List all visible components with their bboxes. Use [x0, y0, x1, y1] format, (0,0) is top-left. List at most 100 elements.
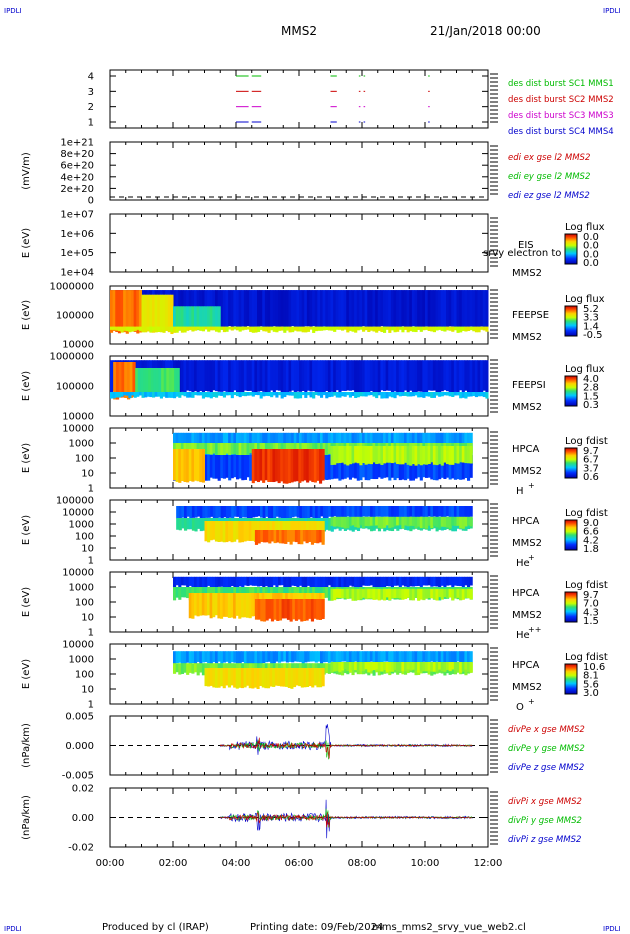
spectrogram-cell	[230, 587, 234, 599]
spectrogram-cell	[398, 506, 403, 519]
spectrogram-cell	[393, 392, 397, 399]
spectrogram-cell	[199, 518, 203, 532]
right-ticks	[490, 289, 498, 339]
spectrogram-cell	[341, 326, 345, 331]
spectrogram-cell	[233, 455, 237, 478]
spectrogram-cell	[354, 506, 358, 518]
spectrogram-cell	[335, 392, 339, 398]
spectrogram-cell	[485, 360, 489, 394]
spectrogram-cell	[359, 516, 363, 526]
spectrogram-cell	[377, 326, 381, 331]
spectrogram-cell	[341, 290, 345, 328]
spectrogram-cell	[225, 593, 229, 617]
legend-1: edi ex gse l2 MMS2	[508, 153, 590, 163]
spectrogram-cell	[267, 587, 271, 599]
spectrogram-cell	[236, 587, 240, 598]
spectrogram-cell	[248, 668, 252, 689]
spectrogram-cell	[369, 455, 373, 479]
spectrogram-cell	[341, 360, 345, 391]
spectrogram-cell	[131, 290, 135, 331]
colorbar	[564, 663, 578, 695]
spectrogram-cell	[186, 518, 190, 530]
spectrogram-cell	[485, 290, 489, 328]
spectrogram-cell	[311, 449, 315, 483]
spectrogram-cell	[430, 651, 434, 662]
spectrogram-cell	[249, 651, 253, 665]
spectrogram-cell	[209, 651, 213, 665]
spectrogram-cell	[178, 663, 182, 675]
spectrogram-cell	[243, 360, 247, 391]
spectrogram-cell	[280, 506, 285, 520]
spectrogram-cell	[305, 668, 310, 688]
spectrogram-cell	[188, 593, 192, 619]
instrument-label: HPCA	[512, 660, 540, 671]
spectrogram-cell	[222, 326, 226, 333]
spectrogram-cell	[338, 588, 342, 599]
spectrogram-cell	[196, 360, 200, 393]
spectrogram-cell	[194, 306, 198, 330]
spectrogram-cell	[199, 360, 203, 392]
spectrogram-cell	[398, 662, 402, 673]
right-ticks	[490, 145, 498, 195]
spectrogram-cell	[136, 326, 140, 330]
spectrogram-cell	[293, 326, 297, 331]
spectrogram-cell	[230, 651, 234, 663]
y-tick-label: 10000	[62, 640, 94, 651]
y-tick-label: 0.000	[65, 741, 94, 752]
spectrogram-cell	[351, 455, 355, 478]
spectrogram-cell	[173, 587, 177, 601]
spectrogram-cell	[362, 651, 366, 663]
colorbar-tick: 9.0	[583, 518, 599, 529]
spectrogram-cell	[390, 588, 394, 599]
spectrogram-cell	[238, 455, 242, 479]
spectrogram-cell	[273, 530, 277, 544]
spectrogram-cell	[316, 449, 320, 481]
spectrogram-cell	[409, 290, 413, 328]
time-tick-label: 08:00	[348, 858, 377, 869]
spectrogram-cell	[191, 443, 195, 454]
spectrogram-cell	[133, 326, 137, 332]
y-axis-label: (nPa/km)	[21, 795, 32, 840]
spectrogram-cell	[196, 576, 200, 588]
y-tick-label: 100000	[56, 311, 94, 322]
spectrogram-cell	[383, 455, 387, 478]
spectrogram-cell	[398, 588, 402, 599]
spectrogram-cell	[236, 506, 240, 517]
spectrogram-cell	[388, 290, 392, 328]
spectrogram-cell	[123, 290, 127, 333]
spectrogram-cell	[311, 668, 315, 688]
spectrogram-cell	[335, 326, 339, 330]
spectrogram-cell	[335, 576, 339, 589]
spectrogram-cell	[327, 587, 331, 601]
spectrogram-cell	[461, 326, 465, 331]
spectrogram-cell	[175, 449, 179, 482]
spectrogram-cell	[438, 392, 442, 397]
spectrogram-cell	[272, 326, 276, 332]
spectrogram-cell	[154, 392, 158, 397]
spectrogram-cell	[235, 593, 239, 616]
spectrogram-cell	[380, 576, 384, 588]
spectrogram-cell	[364, 392, 368, 397]
spectrogram-cell	[451, 506, 455, 518]
spectrogram-cell	[333, 516, 337, 527]
spectrogram-cell	[409, 662, 413, 671]
spectrogram-cell	[217, 521, 221, 542]
spectrogram-cell	[322, 587, 326, 598]
spectrogram-cell	[212, 593, 216, 618]
y-tick-label: 1	[88, 118, 94, 129]
spectrogram-cell	[325, 443, 329, 456]
spectrogram-cell	[414, 651, 418, 665]
spectrogram-cell	[393, 516, 397, 527]
spectrogram-cell	[243, 576, 247, 586]
spectrogram-cell	[453, 506, 458, 520]
spectrogram-cell	[467, 506, 471, 518]
spectrogram-cell	[309, 443, 313, 454]
y-tick-label: 1000000	[49, 282, 94, 293]
spectrogram-cell	[243, 326, 247, 330]
spectrogram-cell	[411, 576, 415, 587]
spectrogram-cell	[335, 506, 340, 518]
series-line	[220, 724, 473, 755]
spectrogram-cell	[138, 392, 142, 396]
spectrogram-cell	[467, 588, 471, 599]
spectrogram-cell	[356, 326, 360, 331]
